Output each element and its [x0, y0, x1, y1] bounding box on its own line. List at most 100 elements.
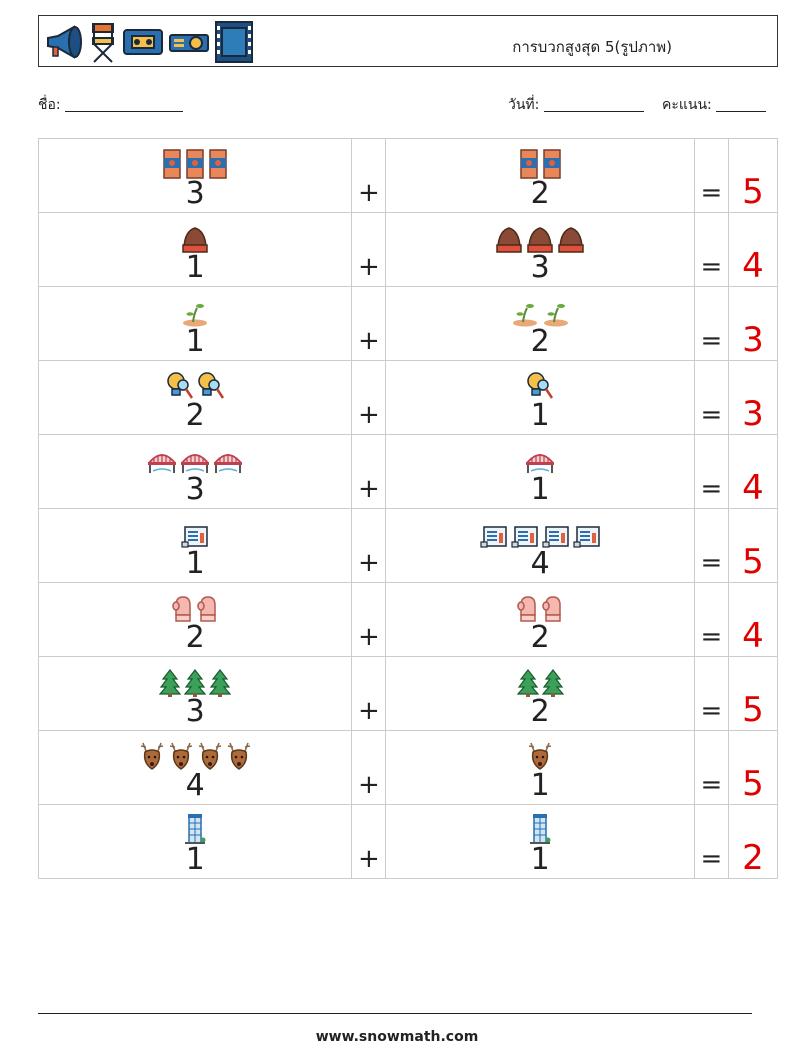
answer-value: 5 — [742, 690, 764, 730]
date-field: วันที่: — [508, 94, 644, 116]
equals-cell: = — [693, 730, 729, 805]
chart-document-icon — [480, 525, 508, 549]
addend-a-cell: 1 — [37, 212, 353, 287]
addend-b-cell: 1 — [385, 360, 695, 435]
equals-cell: = — [693, 582, 729, 657]
answer-cell[interactable]: 5 — [727, 656, 779, 731]
addend-b-cell: 2 — [385, 582, 695, 657]
equals-sign: = — [700, 696, 723, 726]
answer-value: 5 — [742, 764, 764, 804]
winter-hat-icon — [181, 225, 209, 253]
addend-b-number: 1 — [530, 398, 550, 433]
page-title: การบวกสูงสุด 5(รูปภาพ) — [512, 38, 672, 56]
plus-cell: + — [351, 656, 387, 731]
date-label: วันที่: — [508, 97, 540, 113]
addend-a-icons — [39, 143, 351, 179]
mittens-icon — [171, 595, 194, 623]
pine-tree-icon — [159, 669, 182, 697]
addend-b-icons — [386, 143, 693, 179]
building-icon — [184, 813, 206, 845]
addend-b-number: 2 — [530, 324, 550, 359]
canned-food-icon — [162, 149, 182, 179]
equals-sign: = — [700, 400, 723, 430]
plus-sign: + — [358, 770, 380, 800]
plus-sign: + — [358, 474, 380, 504]
addend-a-cell: 3 — [37, 656, 353, 731]
equals-cell: = — [693, 434, 729, 509]
addend-b-number: 1 — [530, 842, 550, 877]
plus-cell: + — [351, 804, 387, 879]
director-chair-icon — [88, 20, 118, 64]
pine-tree-icon — [516, 669, 539, 697]
plus-cell: + — [351, 730, 387, 805]
problem-row: 2 +1 = 3 — [37, 360, 779, 435]
plus-cell: + — [351, 138, 387, 213]
addend-a-number: 4 — [185, 768, 205, 803]
addend-a-number: 3 — [185, 472, 205, 507]
answer-cell[interactable]: 4 — [727, 582, 779, 657]
name-blank[interactable] — [65, 97, 184, 112]
addend-b-number: 2 — [530, 694, 550, 729]
chart-document-icon — [511, 525, 539, 549]
answer-cell[interactable]: 4 — [727, 212, 779, 287]
mittens-icon — [196, 595, 219, 623]
equals-cell: = — [693, 360, 729, 435]
answer-cell[interactable]: 4 — [727, 434, 779, 509]
plus-cell: + — [351, 434, 387, 509]
footer-divider — [38, 1013, 752, 1014]
plus-cell: + — [351, 360, 387, 435]
bridge-icon — [147, 449, 177, 475]
answer-cell[interactable]: 5 — [727, 730, 779, 805]
winter-hat-icon — [495, 225, 523, 253]
addend-a-number: 2 — [185, 398, 205, 433]
addend-b-icons — [386, 809, 693, 845]
addend-a-cell: 1 — [37, 804, 353, 879]
addend-a-icons — [39, 217, 351, 253]
addend-a-icons — [39, 439, 351, 475]
reindeer-icon — [527, 741, 553, 771]
addend-a-icons — [39, 809, 351, 845]
addend-b-cell: 1 — [385, 434, 695, 509]
idea-search-icon — [197, 371, 225, 401]
equals-sign: = — [700, 252, 723, 282]
equals-cell: = — [693, 804, 729, 879]
addend-a-number: 1 — [185, 842, 205, 877]
addend-a-cell: 4 — [37, 730, 353, 805]
plus-cell: + — [351, 582, 387, 657]
bridge-icon — [525, 449, 555, 475]
score-blank[interactable] — [716, 97, 767, 112]
equals-sign: = — [700, 622, 723, 652]
addend-b-number: 1 — [530, 768, 550, 803]
vhs-tape-icon — [122, 27, 164, 57]
answer-cell[interactable]: 3 — [727, 360, 779, 435]
equals-cell: = — [693, 212, 729, 287]
problem-row: 2 +2 = 4 — [37, 582, 779, 657]
canned-food-icon — [208, 149, 228, 179]
answer-cell[interactable]: 5 — [727, 508, 779, 583]
plus-sign: + — [358, 252, 380, 282]
reindeer-icon — [197, 741, 223, 771]
addend-a-number: 3 — [185, 694, 205, 729]
winter-hat-icon — [557, 225, 585, 253]
plus-sign: + — [358, 622, 380, 652]
answer-cell[interactable]: 5 — [727, 138, 779, 213]
projector-icon — [168, 27, 210, 57]
equals-sign: = — [700, 474, 723, 504]
addend-a-icons — [39, 365, 351, 401]
addend-b-icons — [386, 439, 693, 475]
problem-row: 1 +4 = 5 — [37, 508, 779, 583]
addend-b-icons — [386, 291, 693, 327]
winter-hat-icon — [526, 225, 554, 253]
bridge-icon — [213, 449, 243, 475]
equals-sign: = — [700, 548, 723, 578]
answer-cell[interactable]: 3 — [727, 286, 779, 361]
problem-row: 1 +3 = 4 — [37, 212, 779, 287]
addend-b-number: 1 — [530, 472, 550, 507]
addend-b-icons — [386, 735, 693, 771]
addend-a-cell: 3 — [37, 434, 353, 509]
answer-cell[interactable]: 2 — [727, 804, 779, 879]
chart-document-icon — [181, 525, 209, 549]
mittens-icon — [516, 595, 539, 623]
worksheet-header: การบวกสูงสุด 5(รูปภาพ) — [38, 15, 778, 67]
date-blank[interactable] — [543, 97, 644, 112]
